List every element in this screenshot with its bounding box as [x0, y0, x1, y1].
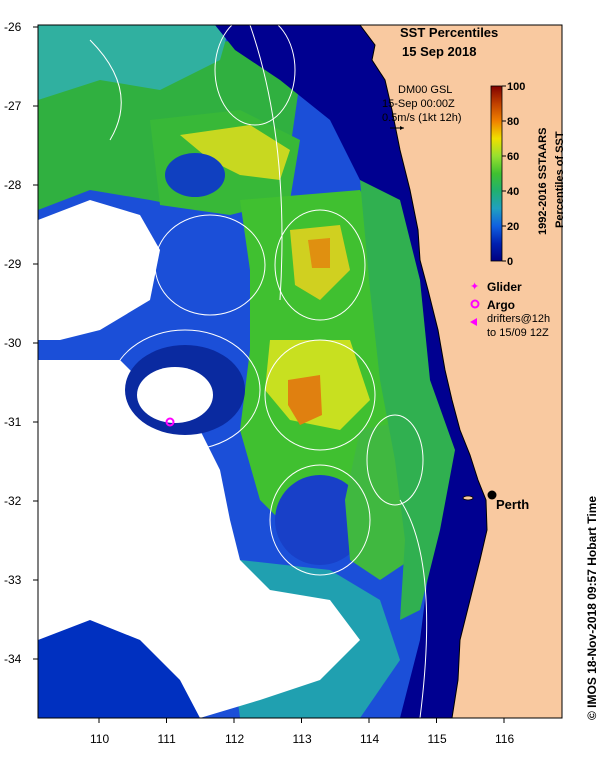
cyan-region-north: [38, 25, 230, 100]
lat-tick-label: -32: [4, 494, 22, 508]
lon-tick-label: 116: [495, 732, 514, 746]
lon-tick-label: 110: [90, 732, 109, 746]
colorbar-tick-label: 40: [507, 186, 519, 198]
lon-tick-label: 114: [360, 732, 379, 746]
island-rottnest: [462, 495, 474, 501]
map-title-line2: 15 Sep 2018: [402, 44, 476, 59]
drifter-icon: [470, 318, 477, 326]
blue-eddy-south: [275, 475, 365, 565]
lat-tick-label: -31: [4, 415, 22, 429]
lat-tick-label: -27: [4, 99, 22, 113]
perth-marker[interactable]: [487, 490, 497, 500]
lat-tick-label: -34: [4, 652, 22, 666]
lat-tick-label: -30: [4, 336, 22, 350]
scale-label: 0.5m/s (1kt 12h): [382, 112, 461, 124]
lon-tick-label: 113: [293, 732, 312, 746]
drifters-label-1: drifters@12h: [487, 313, 550, 325]
colorbar-label-2: Percentiles of SST: [554, 131, 566, 228]
lon-tick-label: 115: [428, 732, 447, 746]
time-label: 15-Sep 00:00Z: [382, 98, 455, 110]
colorbar-tick-label: 20: [507, 221, 519, 233]
glider-icon: ✦: [470, 280, 479, 293]
land-western-australia: [360, 25, 562, 718]
colorbar-tick-label: 0: [507, 256, 513, 268]
model-label: DM00 GSL: [398, 84, 452, 96]
map-frame: [37, 24, 563, 719]
colorbar-tick-label: 60: [507, 151, 519, 163]
lon-axis: 110 111 112 113 114 115 116: [90, 718, 514, 746]
colorbar-label-1: 1992-2016 SSTAARS: [537, 128, 549, 235]
argo-icon: [470, 299, 480, 309]
argo-float-marker[interactable]: [165, 417, 175, 427]
lon-tick-label: 111: [158, 732, 177, 746]
orange-north-eddy: [308, 238, 330, 268]
colorbar-tick-label: 80: [507, 116, 519, 128]
perth-label: Perth: [496, 497, 529, 512]
cloud-mask-2: [38, 360, 360, 718]
coastal-green: [360, 180, 455, 620]
map-title-line1: SST Percentiles: [400, 25, 498, 40]
credit-text: © IMOS 18-Nov-2018 09:57 Hobart Time: [585, 496, 599, 720]
map-area: [38, 25, 562, 718]
lon-tick-label: 112: [225, 732, 244, 746]
lat-axis: -26 -27 -28 -29 -30 -31 -32 -33 -34: [4, 20, 38, 666]
lat-tick-label: -28: [4, 178, 22, 192]
bathymetry-contours: [89, 25, 428, 718]
cloud-mask: [38, 200, 160, 340]
lat-tick-label: -33: [4, 573, 22, 587]
deep-eddy-west-core: [137, 367, 213, 423]
argo-label: Argo: [487, 298, 515, 312]
colorbar-ticks: 100 80 60 40 20 0: [502, 81, 525, 268]
scale-arrowhead: [400, 126, 404, 130]
colorbar: [490, 85, 503, 262]
lat-tick-label: -29: [4, 257, 22, 271]
drifters-label-2: to 15/09 12Z: [487, 327, 549, 339]
orange-center: [288, 375, 322, 425]
coastline: [359, 25, 488, 718]
blue-eddy-north: [165, 153, 225, 197]
yellow-filament-north: [180, 125, 290, 180]
blue-edge-west: [38, 620, 200, 718]
glider-label: Glider: [487, 280, 522, 294]
colorbar-tick-label: 100: [507, 81, 525, 93]
lat-tick-label: -26: [4, 20, 22, 34]
